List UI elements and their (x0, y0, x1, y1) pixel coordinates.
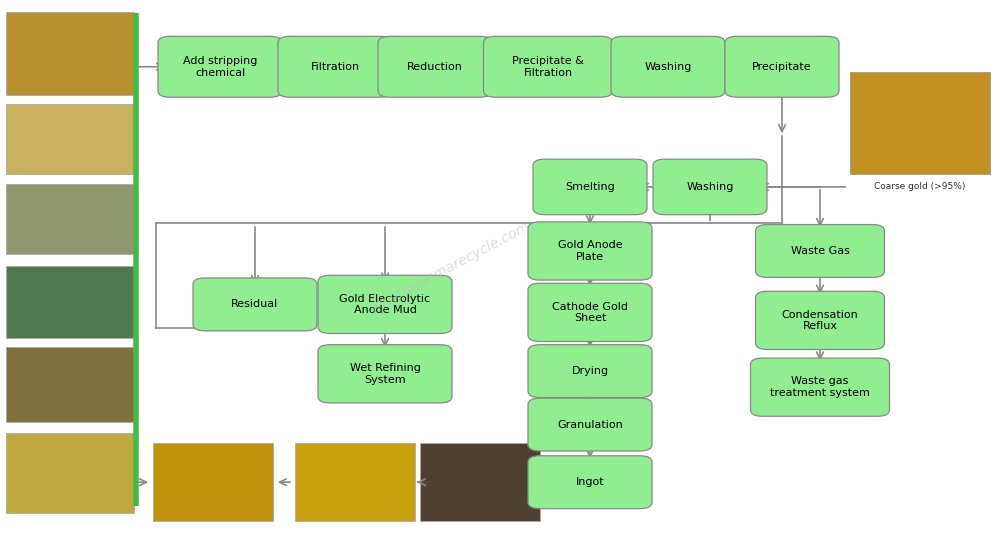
FancyBboxPatch shape (318, 276, 452, 333)
FancyBboxPatch shape (528, 398, 652, 451)
Text: Gold Anode
Plate: Gold Anode Plate (558, 240, 622, 262)
Text: Residual: Residual (231, 300, 279, 309)
Text: Filtration: Filtration (310, 62, 360, 72)
Text: Drying: Drying (571, 366, 609, 376)
FancyBboxPatch shape (295, 443, 415, 521)
FancyBboxPatch shape (278, 36, 392, 97)
FancyBboxPatch shape (528, 283, 652, 342)
Text: Ingot: Ingot (576, 477, 604, 487)
FancyBboxPatch shape (611, 36, 725, 97)
FancyBboxPatch shape (484, 36, 612, 97)
Text: Washing: Washing (644, 62, 692, 72)
FancyBboxPatch shape (756, 292, 885, 349)
Text: Precipitate &
Filtration: Precipitate & Filtration (512, 56, 584, 77)
FancyBboxPatch shape (153, 443, 273, 521)
FancyBboxPatch shape (193, 278, 317, 331)
Text: Smelting: Smelting (565, 182, 615, 192)
Text: Precipitate: Precipitate (752, 62, 812, 72)
Text: Wet Refining
System: Wet Refining System (350, 363, 420, 384)
FancyBboxPatch shape (756, 224, 885, 277)
Text: www.quanmarecycle.com: www.quanmarecycle.com (368, 219, 532, 315)
Text: Coarse gold (>95%): Coarse gold (>95%) (874, 182, 966, 191)
FancyBboxPatch shape (158, 36, 282, 97)
FancyBboxPatch shape (850, 72, 990, 174)
FancyBboxPatch shape (6, 347, 134, 422)
FancyBboxPatch shape (528, 456, 652, 508)
FancyBboxPatch shape (378, 36, 492, 97)
FancyBboxPatch shape (6, 184, 134, 254)
FancyBboxPatch shape (6, 266, 134, 338)
Text: Waste gas
treatment system: Waste gas treatment system (770, 376, 870, 398)
Text: Gold Electrolytic
Anode Mud: Gold Electrolytic Anode Mud (339, 294, 431, 315)
Text: Waste Gas: Waste Gas (791, 246, 849, 256)
FancyBboxPatch shape (420, 443, 540, 521)
Text: Cathode Gold
Sheet: Cathode Gold Sheet (552, 302, 628, 323)
Text: Reduction: Reduction (407, 62, 463, 72)
FancyBboxPatch shape (533, 159, 647, 215)
FancyBboxPatch shape (6, 433, 134, 513)
FancyBboxPatch shape (750, 358, 890, 417)
Text: Add stripping
chemical: Add stripping chemical (183, 56, 257, 77)
FancyBboxPatch shape (6, 12, 134, 95)
Text: Granulation: Granulation (557, 420, 623, 429)
FancyBboxPatch shape (528, 222, 652, 280)
FancyBboxPatch shape (528, 345, 652, 397)
Text: Washing: Washing (686, 182, 734, 192)
FancyBboxPatch shape (725, 36, 839, 97)
Text: Condensation
Reflux: Condensation Reflux (782, 310, 858, 331)
FancyBboxPatch shape (318, 345, 452, 403)
FancyBboxPatch shape (653, 159, 767, 215)
FancyBboxPatch shape (6, 104, 134, 174)
